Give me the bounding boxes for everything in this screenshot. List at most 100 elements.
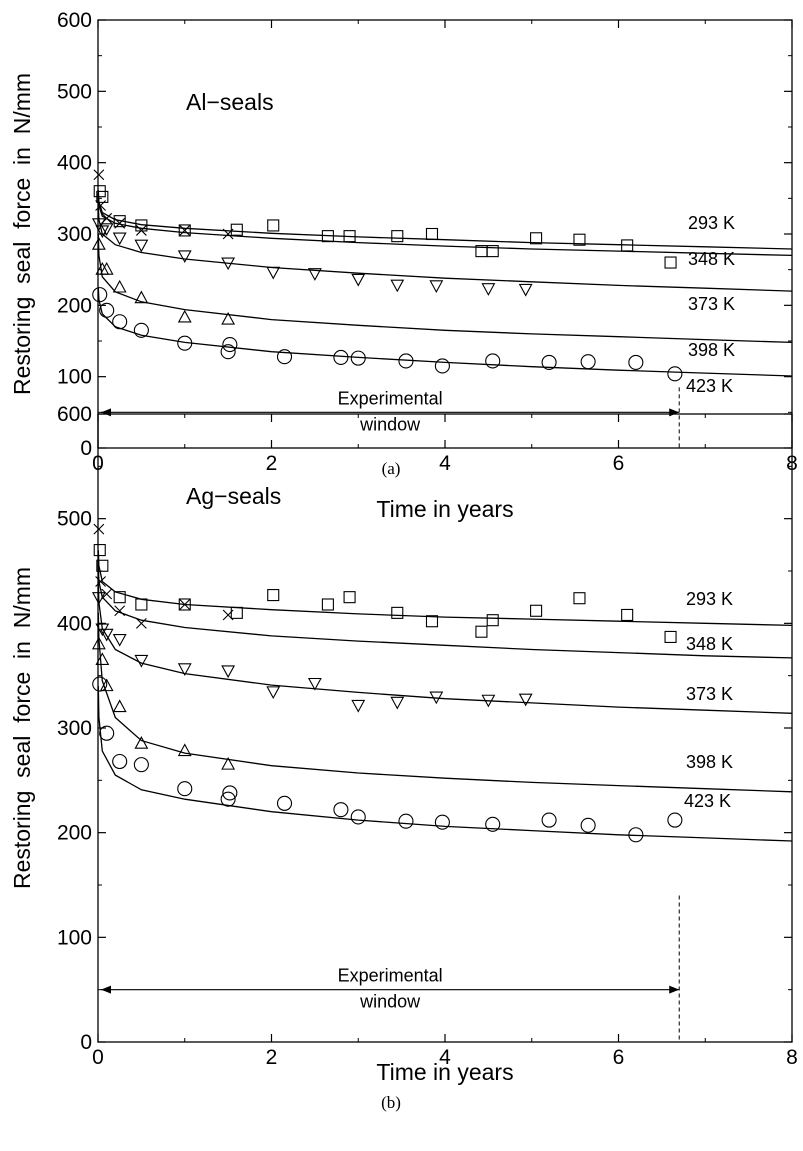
data-point-triangle-down: [177, 663, 192, 676]
data-point-square: [96, 190, 109, 203]
data-point-triangle-down: [481, 283, 496, 296]
data-point-square: [178, 224, 191, 237]
data-point-square: [425, 227, 439, 241]
data-point-circle: [112, 314, 128, 330]
fit-curve: [97, 233, 793, 344]
data-point-circle: [112, 753, 128, 770]
data-point-circle: [485, 816, 501, 832]
data-point-square: [530, 604, 543, 617]
series-373-K: 373 K: [91, 205, 793, 314]
data-point-triangle-up: [177, 309, 192, 323]
data-point-triangle-down: [481, 694, 496, 708]
series-293-K: 293 K: [93, 185, 793, 269]
window-label-line1: Experimental: [338, 966, 443, 986]
series-348-K: 348 K: [93, 169, 793, 269]
data-point-triangle-down: [351, 699, 366, 713]
x-axis-label: Time in years: [376, 496, 513, 522]
series-label: 423 K: [684, 791, 731, 811]
data-point-circle: [99, 302, 115, 318]
data-point-triangle-down: [99, 628, 114, 642]
chart-panel-2: 0 100 200 300 400 500 600 0 2 4 6 8 Time in years Res…: [9, 403, 798, 1112]
data-point-square: [573, 592, 586, 605]
fit-curve: [97, 287, 793, 377]
y-tick-label: 400: [57, 612, 92, 635]
data-point-cross: [222, 609, 234, 621]
data-point-circle: [133, 322, 149, 338]
data-point-square: [486, 614, 499, 627]
data-point-triangle-up: [112, 699, 127, 713]
data-point-square: [391, 230, 404, 243]
data-point-circle: [276, 795, 293, 811]
y-tick-label: 200: [57, 822, 92, 845]
data-point-triangle-down: [390, 696, 405, 710]
x-tick-label: 0: [92, 1046, 104, 1069]
data-point-circle: [580, 354, 596, 370]
window-label-line2: window: [359, 414, 421, 434]
data-point-triangle-up: [221, 756, 236, 770]
series-label: 423 K: [686, 376, 733, 396]
data-point-circle: [434, 358, 450, 374]
data-point-square: [486, 245, 499, 258]
data-point-triangle-down: [177, 250, 192, 264]
data-point-cross: [93, 523, 105, 535]
data-point-triangle-up: [95, 652, 110, 666]
data-point-circle: [333, 802, 349, 818]
data-point-triangle-up: [99, 678, 114, 692]
data-point-triangle-down: [99, 223, 114, 236]
data-point-square: [475, 625, 488, 638]
data-point-triangle-down: [307, 268, 322, 281]
data-point-triangle-up: [134, 736, 149, 749]
data-point-triangle-down: [221, 665, 236, 679]
data-point-triangle-up: [221, 311, 236, 325]
data-point-square: [178, 598, 191, 611]
data-point-circle: [667, 812, 683, 828]
y-axis-label: Restoring seal force in N/mm: [9, 567, 35, 889]
data-point-circle: [667, 366, 683, 382]
data-point-square: [230, 606, 243, 619]
data-point-square: [664, 256, 677, 269]
series-label: 348 K: [688, 249, 735, 269]
data-point-triangle-up: [177, 743, 192, 757]
y-tick-label: 400: [57, 152, 92, 175]
data-point-triangle-down: [429, 280, 444, 294]
data-point-square: [267, 589, 280, 602]
data-point-square: [113, 215, 126, 228]
series-label: 293 K: [688, 213, 735, 233]
panel-annotation: Ag−seals: [186, 483, 281, 509]
data-point-triangle-down: [518, 693, 533, 707]
x-tick-label: 6: [613, 452, 625, 475]
data-point-circle: [133, 757, 149, 773]
data-point-cross: [95, 200, 106, 211]
data-point-circle: [398, 353, 414, 369]
y-tick-label: 0: [80, 437, 92, 460]
data-point-circle: [99, 725, 115, 741]
data-point-triangle-down: [266, 686, 281, 700]
data-point-triangle-down: [518, 283, 533, 297]
fit-curve: [97, 550, 793, 627]
data-point-cross: [135, 225, 147, 236]
data-point-triangle-down: [266, 266, 281, 280]
data-point-square: [321, 598, 334, 611]
series-label: 293 K: [686, 589, 733, 609]
data-point-circle: [541, 354, 557, 370]
series-label: 398 K: [688, 340, 735, 360]
y-tick-label: 100: [57, 366, 92, 389]
y-tick-label: 300: [57, 223, 92, 246]
data-point-cross: [114, 605, 126, 617]
x-axis-label: Time in years: [376, 1059, 513, 1085]
data-point-square: [135, 598, 148, 611]
window-label-line2: window: [359, 992, 421, 1012]
data-point-circle: [485, 353, 501, 369]
fit-curve: [97, 686, 793, 842]
data-point-square: [391, 606, 404, 619]
fit-curve: [97, 189, 793, 250]
data-point-cross: [179, 225, 191, 236]
panel-annotation: Al−seals: [186, 89, 274, 115]
data-point-circle: [276, 349, 293, 365]
data-point-cross: [101, 588, 113, 600]
data-point-cross: [114, 217, 126, 229]
data-point-triangle-down: [429, 691, 444, 705]
y-tick-label: 600: [57, 403, 92, 426]
data-point-triangle-down: [134, 654, 149, 668]
